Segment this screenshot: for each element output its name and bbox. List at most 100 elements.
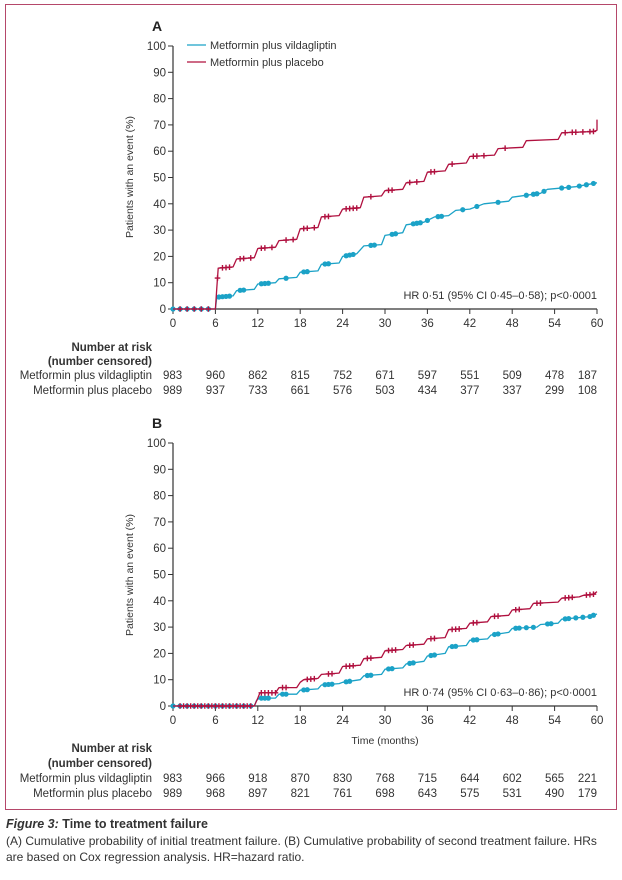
censor-mark-dot [304,269,310,275]
risk-value: 968 [206,788,225,800]
censor-mark-plus [590,128,597,135]
censor-mark-dot [453,643,459,649]
caption-title-text: Time to treatment failure [62,817,208,831]
risk-value: 187 [578,370,597,382]
censor-mark-dot [424,217,430,224]
x-tick-label-30: 30 [379,318,392,330]
censor-mark-dot [350,251,356,258]
censor-mark-dot [530,624,537,630]
censor-mark-plus [214,275,221,281]
censor-mark-dot [283,275,289,281]
y-tick-label-80: 80 [153,491,166,503]
censor-mark-plus [368,193,374,200]
censor-mark-dot [590,180,597,187]
censor-mark-dot [241,287,247,293]
risk-value: 179 [578,788,597,800]
axes-a: 0 10 20 30 40 50 60 70 80 90 100 0 6 12 18 24 30 36 42 48 54… [147,41,604,330]
risk-heading-line1-b: Number at risk [71,743,152,755]
censor-mark-plus [431,168,438,175]
censor-mark-plus [353,205,360,211]
censor-mark-plus [205,306,212,312]
censor-mark-plus [311,224,318,231]
censor-mark-dot [495,631,501,637]
censor-mark-dot [329,681,335,687]
censor-mark-dot [590,612,597,618]
y-tick-label-10: 10 [153,675,166,687]
censor-mark-dot [573,615,579,621]
censor-mark-dot [541,188,547,194]
y-tick-label-20: 20 [153,648,166,660]
x-tick-label-6: 6 [212,318,218,330]
risk-value: 221 [578,773,597,785]
x-tick-label-12: 12 [251,715,264,727]
y-tick-label-40: 40 [153,199,166,211]
risk-value: 918 [248,773,267,785]
censor-mark-plus [392,647,399,653]
risk-values-b: 983 966 918 870 830 768 715 644 602 565 221 989 968 8… [163,773,597,800]
censor-mark-dot [431,652,438,658]
risk-value: 299 [545,385,564,397]
hazard-ratio-annotation-b: HR 0·74 (95% CI 0·63–0·86); p<0·0001 [403,687,597,699]
y-tick-label-30: 30 [153,225,166,237]
censor-mark-plus [247,703,254,709]
x-tick-label-0: 0 [170,318,176,330]
risk-value: 698 [375,788,394,800]
risk-value: 490 [545,788,564,800]
y-tick-label-10: 10 [153,278,166,290]
censor-mark-dot [283,691,289,697]
risk-value: 576 [333,385,352,397]
censor-mark-dot [325,261,332,267]
y-tick-label-20: 20 [153,251,166,263]
censor-mark-plus [304,225,311,232]
risk-value: 434 [418,385,438,397]
censor-mark-dot [534,191,540,197]
risk-value: 960 [206,370,225,382]
censor-mark-dot [438,213,445,219]
risk-value: 602 [503,773,522,785]
censor-mark-dot [474,203,480,210]
x-tick-label-24: 24 [336,318,349,330]
censor-mark-plus [262,245,268,251]
censor-mark-plus [502,145,508,151]
risk-value: 983 [163,773,182,785]
risk-value: 815 [291,370,310,382]
x-tick-label-42: 42 [463,715,476,727]
x-tick-label-6: 6 [212,715,218,727]
y-tick-label-30: 30 [153,622,166,634]
censor-mark-plus [283,237,289,243]
risk-row-label-placebo-a: Metformin plus placebo [33,385,152,397]
censor-mark-plus [449,161,455,167]
risk-value: 565 [545,773,564,785]
risk-value: 989 [163,385,182,397]
x-tick-label-54: 54 [548,318,561,330]
caption-title: Figure 3: Time to treatment failure [6,816,616,833]
y-tick-label-70: 70 [153,517,166,529]
risk-value: 644 [460,773,480,785]
panel-label-a: A [152,18,162,34]
censor-mark-dot [580,614,586,620]
risk-value: 597 [418,370,437,382]
risk-value: 108 [578,385,597,397]
risk-heading-line2-a: (number censored) [48,356,152,368]
censor-mark-plus [580,129,586,135]
censor-mark-plus [198,306,205,312]
censor-mark-dot [265,695,271,701]
censor-mark-dot [474,637,480,643]
y-tick-label-50: 50 [153,570,166,582]
censor-mark-dot [566,615,572,622]
censor-mark-dot [304,687,310,693]
risk-value: 821 [291,788,310,800]
censor-mark-plus [406,179,413,186]
x-tick-label-48: 48 [506,715,519,727]
risk-value: 862 [248,370,267,382]
y-tick-label-70: 70 [153,120,166,132]
risk-value: 377 [460,385,479,397]
x-tick-label-12: 12 [251,318,264,330]
risk-heading-line2-b: (number censored) [48,758,152,770]
risk-value: 768 [375,773,394,785]
censor-mark-plus [272,690,279,696]
censor-mark-plus [474,153,480,159]
censor-mark-plus [562,129,568,136]
x-tick-label-30: 30 [379,715,392,727]
x-tick-label-18: 18 [294,318,307,330]
